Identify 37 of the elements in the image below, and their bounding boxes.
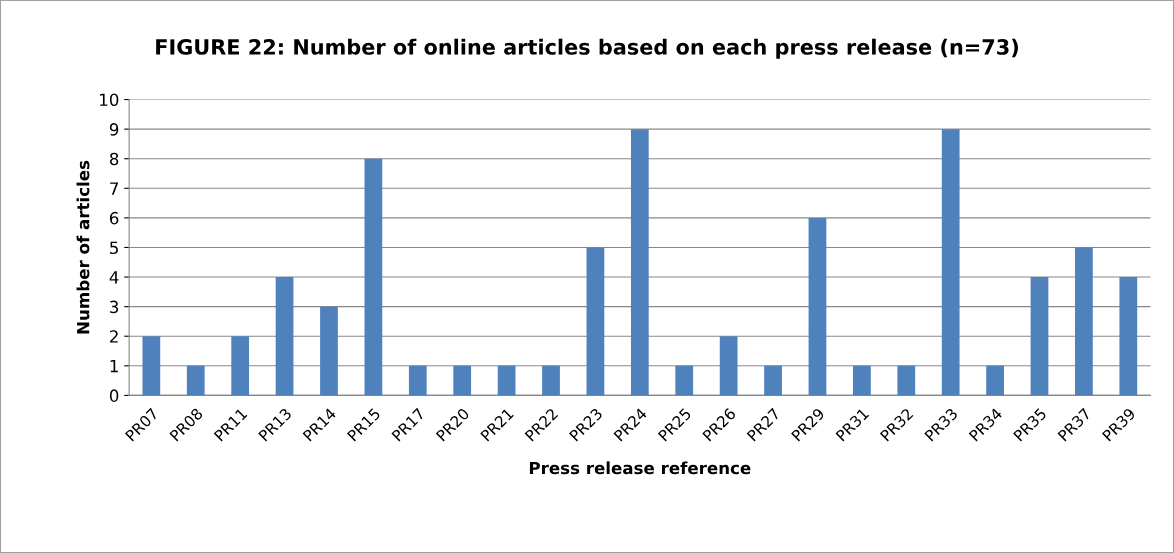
bar [408,365,427,396]
y-tick-label: 2 [110,330,118,343]
y-tick-label: 0 [109,389,119,402]
y-tick-label: 8 [109,152,119,166]
bar [808,217,827,396]
bar [542,365,560,396]
bar [630,129,649,396]
bar [986,365,1004,396]
bar [897,365,916,396]
bar [675,365,694,396]
bar [719,336,738,396]
x-axis-title: Press release reference [529,461,751,475]
bar [852,365,871,396]
y-tick-label: 7 [110,182,118,195]
chart-title: FIGURE 22: Number of online articles based on each press release (n=73) [156,38,1018,59]
bar [941,129,960,396]
y-tick-label: 1 [110,359,118,373]
bar [1030,277,1049,396]
bar [1119,277,1138,396]
bar [231,336,250,396]
bar [586,247,605,396]
bar [320,306,338,396]
y-tick-label: 3 [110,300,119,314]
y-axis-title: Number of articles [76,160,90,334]
bar [453,365,472,396]
bar [275,277,294,396]
bar [497,365,516,396]
y-tick-label: 4 [109,271,119,284]
y-tick-label: 5 [110,241,118,255]
bar [186,365,205,396]
bar [142,336,161,396]
bar [364,158,383,396]
bar [764,365,782,396]
y-tick-label: 6 [109,211,119,225]
bar [1075,247,1093,396]
y-tick-label: 10 [100,93,119,107]
y-tick-label: 9 [109,123,119,136]
